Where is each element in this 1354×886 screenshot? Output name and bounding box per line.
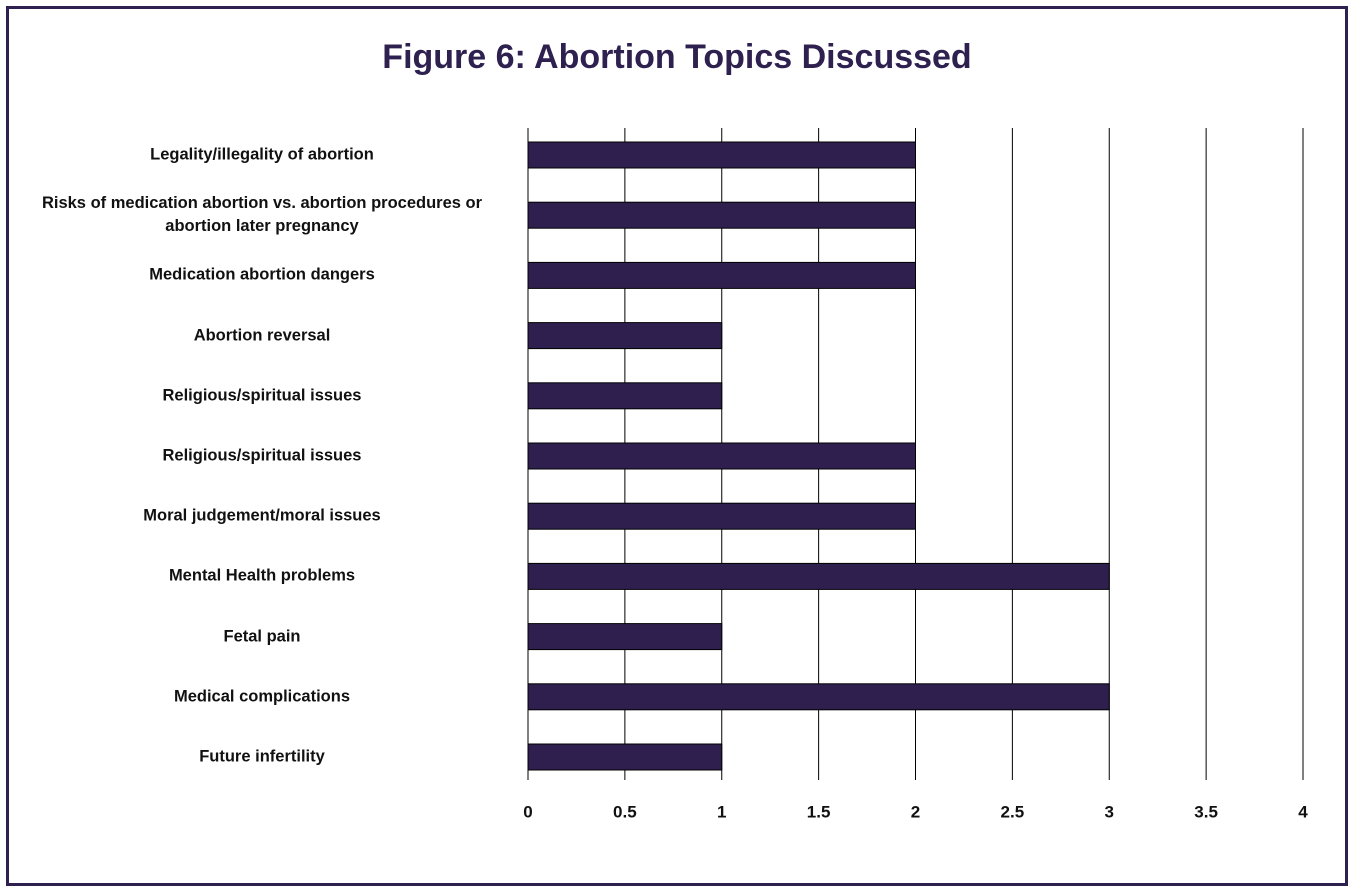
x-tick-label: 3 — [1105, 802, 1114, 821]
x-tick-label: 2.5 — [1001, 802, 1025, 821]
x-tick-label: 4 — [1298, 802, 1308, 821]
y-tick-label: Religious/spiritual issues — [162, 446, 362, 465]
x-tick-label: 3.5 — [1194, 802, 1218, 821]
y-tick-label: Legality/illegality of abortion — [150, 145, 374, 164]
y-tick-label: Religious/spiritual issues — [162, 386, 362, 405]
chart-title: Figure 6: Abortion Topics Discussed — [382, 38, 972, 76]
bar — [527, 141, 916, 169]
bar — [527, 261, 916, 289]
y-tick-label: Medication abortion dangers — [149, 265, 375, 284]
bar — [527, 322, 723, 350]
bar — [527, 442, 916, 470]
x-tick-label: 2 — [911, 802, 920, 821]
bar — [527, 623, 723, 651]
x-tick-label: 1.5 — [807, 802, 831, 821]
bar — [527, 502, 916, 530]
bar — [527, 683, 1110, 711]
y-tick-label: Medical complications — [173, 687, 351, 706]
x-tick-label: 1 — [717, 802, 726, 821]
y-tick-label: Abortion reversal — [193, 326, 331, 345]
y-tick-label: Risks of medication abortion vs. abortio… — [41, 194, 483, 236]
bar — [527, 382, 723, 410]
bar — [527, 201, 916, 229]
bar — [527, 743, 723, 771]
y-tick-label: Fetal pain — [223, 627, 301, 646]
y-tick-label: Moral judgement/moral issues — [143, 506, 381, 525]
y-tick-label: Mental Health problems — [168, 566, 356, 585]
x-tick-label: 0 — [523, 802, 532, 821]
x-tick-label: 0.5 — [613, 802, 637, 821]
y-tick-label: Future infertility — [199, 747, 325, 766]
bar — [527, 562, 1110, 590]
